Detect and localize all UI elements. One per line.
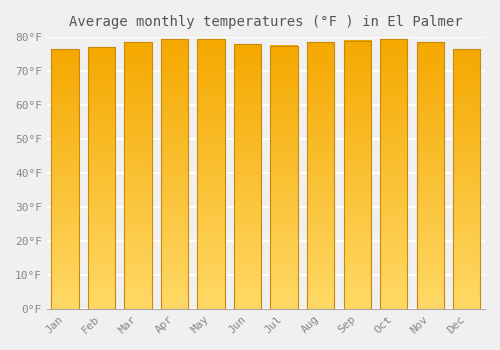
Bar — [198, 39, 225, 309]
Bar — [453, 49, 480, 309]
Bar — [161, 39, 188, 309]
Bar — [52, 49, 79, 309]
Bar — [88, 47, 116, 309]
Bar — [124, 42, 152, 309]
Bar — [270, 46, 298, 309]
Bar — [416, 42, 444, 309]
Bar — [234, 44, 262, 309]
Bar — [344, 41, 371, 309]
Bar — [380, 39, 407, 309]
Title: Average monthly temperatures (°F ) in El Palmer: Average monthly temperatures (°F ) in El… — [69, 15, 462, 29]
Bar — [307, 42, 334, 309]
